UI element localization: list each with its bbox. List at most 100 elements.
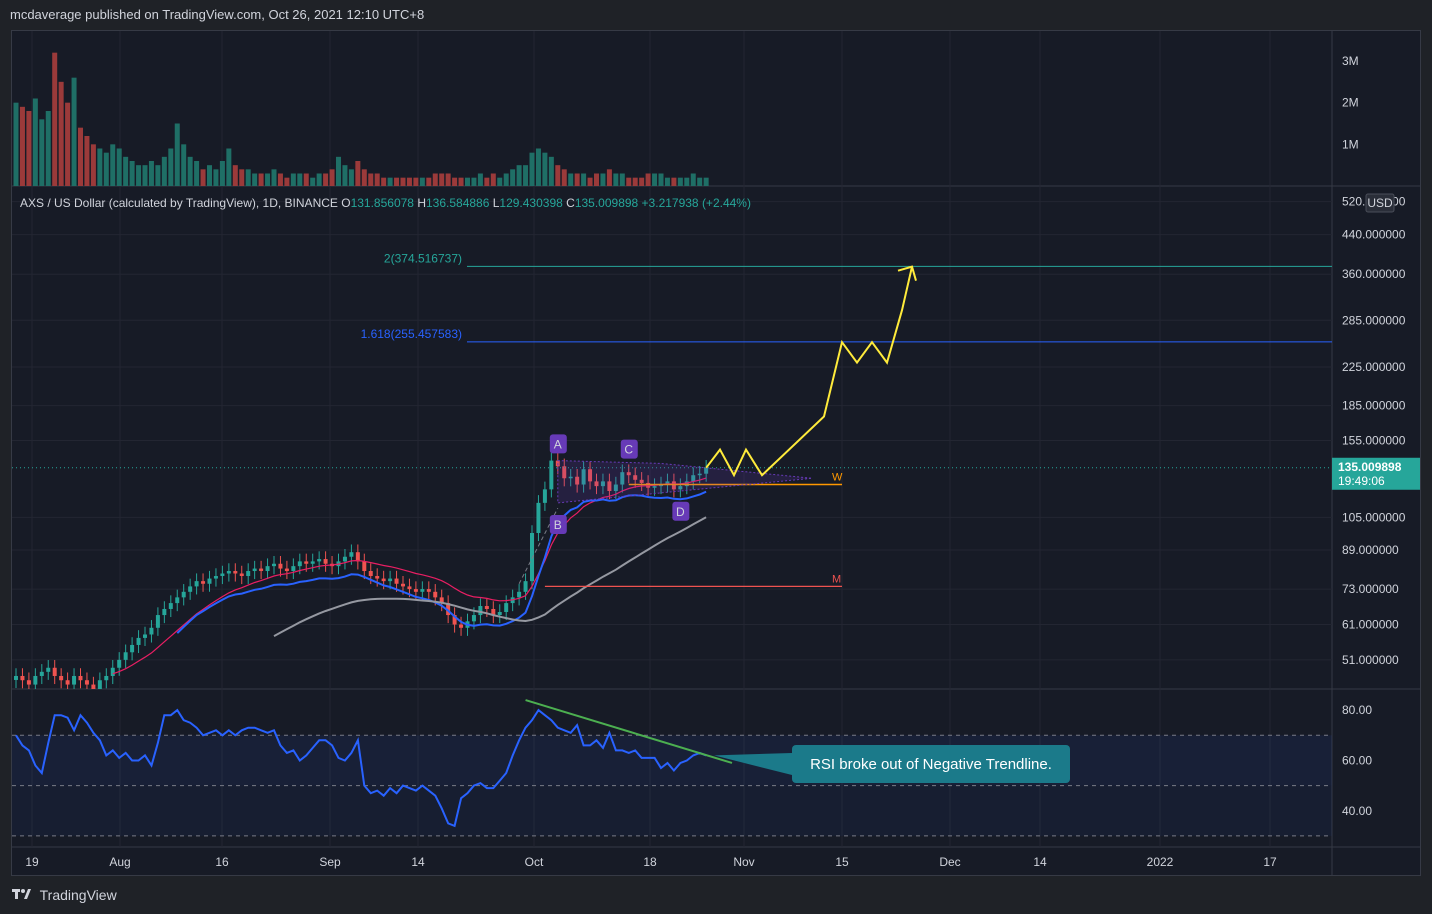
candle-body: [65, 680, 70, 685]
volume-bar: [45, 111, 51, 186]
candle-body: [575, 476, 580, 485]
fib-level-label: 2(374.516737): [384, 251, 462, 265]
time-tick-label: Dec: [939, 855, 960, 869]
candle-body: [136, 637, 141, 645]
volume-bar: [129, 161, 135, 186]
candle-body: [381, 578, 386, 582]
candle-body: [207, 578, 212, 584]
legend-high-value: 136.584886: [426, 196, 493, 210]
ema-slow-line: [112, 477, 707, 675]
volume-bar: [419, 177, 425, 186]
candle-body: [471, 615, 476, 622]
candle-body: [46, 667, 51, 672]
candle-body: [84, 680, 89, 685]
time-tick-label: 19: [25, 855, 39, 869]
candle-body: [523, 581, 528, 592]
candle-body: [20, 675, 25, 681]
volume-bar: [187, 156, 193, 186]
volume-bar: [516, 165, 522, 186]
time-tick-label: 15: [835, 855, 849, 869]
volume-bar: [297, 173, 303, 186]
price-tick-label: 105.000000: [1342, 510, 1406, 524]
pattern-point-marker: [672, 501, 690, 521]
candle-body: [239, 573, 244, 577]
volume-bar: [664, 177, 670, 186]
volume-bar: [374, 173, 380, 186]
candle-body: [278, 563, 283, 569]
candle-body: [639, 479, 644, 483]
price-tick-label: 185.000000: [1342, 399, 1406, 413]
volume-bar: [439, 173, 445, 186]
candle-body: [265, 566, 270, 572]
candle-body: [484, 606, 489, 609]
candle-body: [684, 481, 689, 487]
volume-bar: [194, 161, 200, 186]
volume-bar: [323, 173, 329, 186]
volume-bar: [342, 165, 348, 186]
tradingview-logo-icon: [12, 889, 31, 900]
candle-body: [401, 583, 405, 587]
volume-bar: [123, 156, 129, 186]
candle-body: [517, 591, 522, 598]
volume-bar: [65, 102, 71, 186]
candle-body: [633, 475, 638, 480]
pattern-point-marker: [549, 515, 567, 535]
volume-bar: [200, 169, 206, 186]
volume-bar: [219, 161, 225, 186]
fib-level-label: 1.618(255.457583): [361, 327, 462, 341]
price-tick-label: 51.000000: [1342, 653, 1399, 667]
candle-body: [175, 597, 180, 604]
volume-bar: [284, 177, 290, 186]
chart-canvas[interactable]: 520.000000440.000000360.000000285.000000…: [12, 31, 1420, 875]
candle-body: [504, 603, 509, 612]
legend-close-value: 135.009898: [575, 196, 642, 210]
candle-body: [368, 571, 373, 577]
candle-body: [117, 659, 122, 668]
candle-body: [78, 675, 83, 681]
volume-bar: [155, 165, 161, 186]
candle-body: [14, 675, 18, 680]
pattern-point-marker: [620, 439, 638, 459]
candle-body: [613, 484, 618, 492]
volume-bar: [58, 81, 64, 186]
candle-body: [188, 586, 193, 592]
candle-body: [433, 591, 438, 598]
price-tag-box: [1332, 457, 1420, 490]
volume-bar: [561, 169, 567, 186]
candle-body: [130, 644, 135, 653]
candle-body: [607, 481, 612, 492]
rsi-band: [12, 735, 1332, 786]
candle-body: [349, 552, 354, 557]
volume-bar: [548, 156, 554, 186]
rsi-tick-label: 60.00: [1342, 753, 1372, 767]
candle-body: [697, 473, 702, 476]
pattern-point-label: A: [554, 437, 562, 451]
candle-body: [91, 684, 96, 689]
volume-bar: [394, 177, 400, 186]
candle-body: [407, 586, 412, 590]
volume-bar: [168, 148, 174, 186]
volume-bar: [535, 148, 541, 186]
candle-body: [162, 608, 167, 616]
volume-bar: [568, 173, 574, 186]
volume-bar: [400, 177, 406, 186]
candle-body: [252, 568, 257, 572]
candle-body: [291, 566, 296, 572]
candle-body: [201, 581, 206, 584]
candle-body: [110, 667, 115, 676]
candle-body: [259, 568, 264, 572]
volume-bar: [594, 173, 599, 186]
volume-bar: [484, 177, 490, 186]
price-tick-label: 360.000000: [1342, 267, 1406, 281]
volume-bar: [619, 173, 625, 186]
volume-bar: [703, 177, 709, 186]
currency-badge: [1365, 193, 1395, 213]
time-tick-label: 18: [643, 855, 657, 869]
chart-frame[interactable]: 520.000000440.000000360.000000285.000000…: [11, 30, 1421, 876]
price-tick-label: 155.000000: [1342, 433, 1406, 447]
volume-bar: [387, 177, 393, 186]
pattern-point-marker: [549, 434, 567, 454]
volume-bar: [523, 165, 529, 186]
price-tick-label: 440.000000: [1342, 228, 1406, 242]
candle-body: [104, 675, 109, 681]
